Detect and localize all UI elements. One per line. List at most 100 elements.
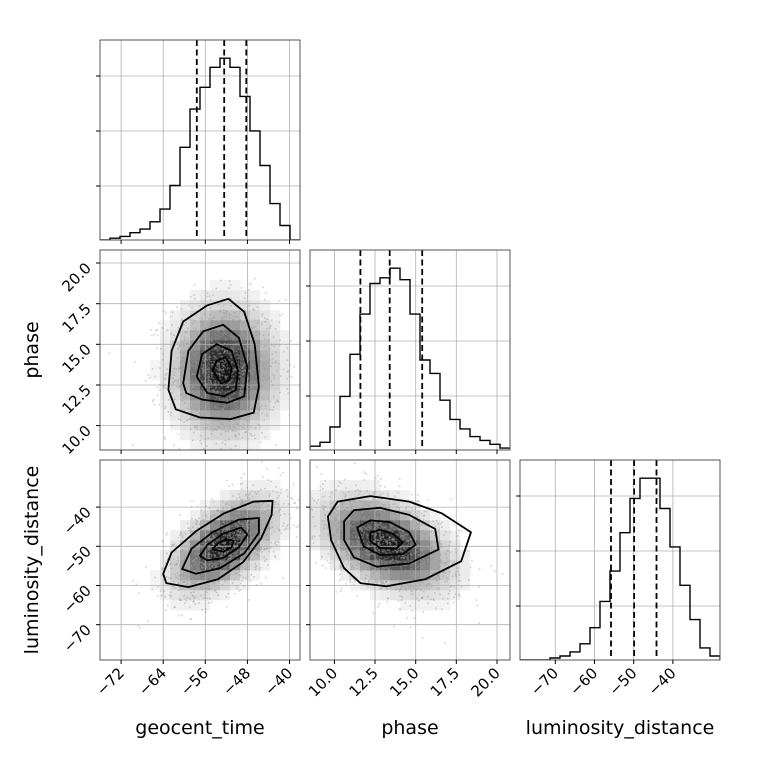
scatter-point [232, 369, 235, 371]
scatter-point [310, 508, 313, 510]
scatter-point [193, 349, 195, 351]
scatter-point [417, 571, 419, 573]
scatter-point [222, 360, 224, 363]
scatter-point [207, 520, 209, 522]
scatter-point [402, 545, 404, 548]
scatter-point [263, 510, 266, 513]
scatter-point [260, 516, 262, 519]
scatter-point [234, 430, 237, 432]
scatter-point [238, 348, 240, 350]
scatter-point [260, 546, 263, 548]
scatter-point [224, 366, 226, 369]
scatter-point [208, 547, 210, 549]
scatter-point [208, 560, 210, 563]
scatter-point [394, 546, 396, 549]
scatter-point [182, 574, 184, 576]
scatter-point [324, 514, 326, 516]
scatter-point [213, 327, 216, 330]
scatter-point [228, 534, 231, 536]
scatter-point [438, 546, 441, 549]
scatter-point [443, 570, 445, 572]
scatter-point [308, 518, 310, 520]
scatter-point [264, 548, 266, 550]
scatter-point [364, 577, 367, 579]
scatter-point [222, 365, 225, 367]
scatter-point [217, 526, 219, 529]
scatter-point [368, 525, 370, 528]
scatter-point [402, 529, 405, 532]
scatter-point [210, 518, 212, 520]
label-layer: geocent_time phase luminosity_distance p… [21, 321, 714, 739]
scatter-point [249, 414, 251, 417]
scatter-point [212, 573, 214, 575]
density-cell [360, 540, 371, 551]
density-cell [150, 570, 161, 581]
scatter-point [199, 342, 202, 345]
scatter-point [213, 582, 215, 584]
scatter-point [181, 359, 183, 362]
scatter-point [247, 353, 249, 355]
density-cell [230, 290, 241, 301]
scatter-point [179, 574, 181, 577]
scatter-point [381, 561, 383, 564]
scatter-point [214, 541, 217, 544]
scatter-point [228, 563, 231, 566]
scatter-point [235, 344, 237, 347]
scatter-point [205, 529, 207, 531]
scatter-point [239, 564, 242, 567]
scatter-point [207, 576, 209, 578]
scatter-point [335, 539, 337, 541]
scatter-point [230, 567, 232, 569]
scatter-point [217, 373, 220, 375]
density-cell [380, 490, 391, 501]
scatter-point [174, 564, 176, 566]
scatter-point [211, 363, 214, 366]
scatter-point [192, 386, 194, 388]
scatter-point [172, 341, 175, 343]
scatter-point [205, 516, 208, 518]
scatter-point [179, 374, 182, 377]
scatter-point [398, 485, 401, 487]
density-cell [210, 300, 221, 311]
scatter-point [431, 540, 433, 543]
scatter-point [254, 521, 256, 524]
scatter-point [215, 372, 218, 374]
density-cell [350, 570, 361, 581]
scatter-point [262, 286, 264, 289]
scatter-point [277, 541, 279, 543]
scatter-point [366, 542, 368, 545]
scatter-point [288, 503, 291, 505]
scatter-point [218, 364, 220, 367]
scatter-point [392, 572, 395, 575]
scatter-point [412, 531, 414, 533]
scatter-point [390, 559, 393, 561]
scatter-point [233, 369, 235, 372]
scatter-point [213, 361, 215, 363]
scatter-point [476, 604, 479, 607]
scatter-point [399, 566, 402, 568]
scatter-point [194, 595, 197, 598]
density-cell [410, 520, 421, 531]
scatter-point [241, 426, 244, 428]
scatter-point [232, 389, 234, 392]
scatter-point [305, 477, 307, 479]
density-cell [240, 420, 251, 431]
scatter-point [247, 288, 250, 291]
contours [167, 297, 260, 421]
scatter-point [172, 580, 175, 582]
scatter-point [335, 489, 337, 491]
scatter-point [193, 601, 195, 603]
scatter-point [221, 554, 223, 556]
scatter-point [205, 565, 207, 568]
contour-level-1 [162, 499, 274, 588]
scatter-point [352, 532, 354, 534]
scatter-point [232, 429, 234, 432]
scatter-point [185, 322, 187, 324]
density-cell [230, 320, 241, 331]
scatter-point [225, 377, 227, 380]
scatter-point [260, 533, 262, 536]
scatter-point [381, 548, 383, 551]
scatter-point [241, 381, 244, 383]
scatter-point [377, 497, 379, 500]
scatter-point [199, 378, 201, 381]
